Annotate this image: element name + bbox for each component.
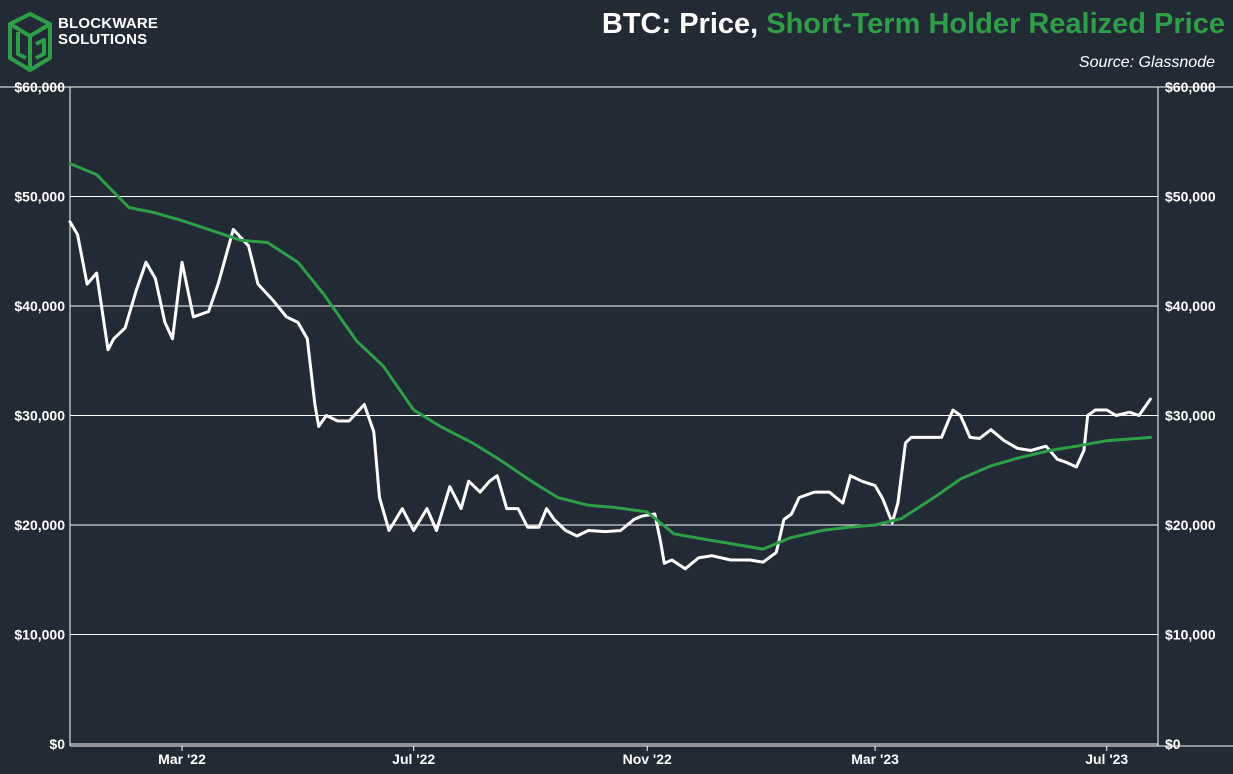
y-tick-label-left: $50,000 [14,189,65,205]
y-tick-label-right: $20,000 [1165,517,1216,533]
y-tick-label-left: $40,000 [14,298,65,314]
title-part-sth: Short-Term Holder Realized Price [766,8,1225,40]
y-tick-label-left: $60,000 [14,79,65,95]
y-tick-label-left: $0 [49,736,65,752]
y-tick-label-right: $0 [1165,736,1181,752]
x-tick-label: Jul '23 [1085,751,1128,767]
y-tick-label-right: $60,000 [1165,79,1216,95]
y-tick-label-left: $10,000 [14,627,65,643]
y-tick-label-right: $40,000 [1165,298,1216,314]
x-tick-label: Nov '22 [623,751,672,767]
source-note: Source: Glassnode [1078,54,1215,71]
y-tick-label-left: $30,000 [14,408,65,424]
sth-realized-price-series-line [68,162,1152,551]
brand-name: BLOCKWARE SOLUTIONS [58,16,158,48]
title-part-price: BTC: Price, [601,8,767,40]
y-tick-label-right: $10,000 [1165,627,1216,643]
y-tick-label-right: $30,000 [1165,408,1216,424]
x-tick-label: Mar '22 [158,751,206,767]
price-series-line [68,220,1152,571]
chart-title: BTC: Price, Short-Term Holder Realized P… [602,8,1225,41]
blockware-logo-icon [8,12,52,72]
y-tick-label-right: $50,000 [1165,189,1216,205]
x-tick-label: Mar '23 [851,751,899,767]
brand-line-2: SOLUTIONS [58,31,148,48]
brand-line-1: BLOCKWARE [58,15,159,32]
x-tick-label: Jul '22 [392,751,435,767]
y-tick-label-left: $20,000 [14,517,65,533]
